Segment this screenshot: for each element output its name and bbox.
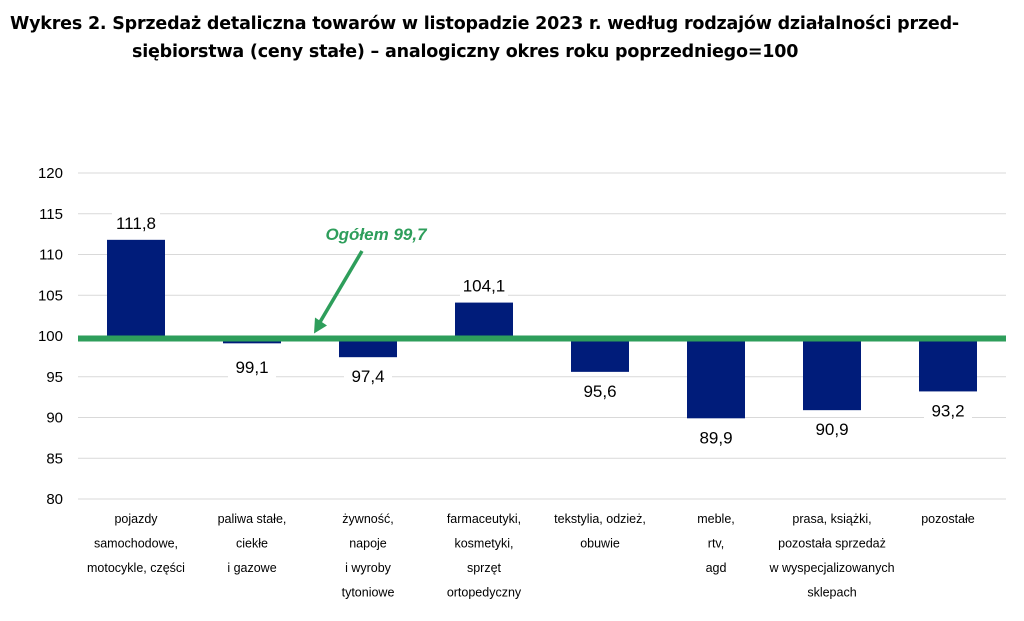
- gridlines: [78, 172, 1006, 500]
- category-label-line: pozostała sprzedaż: [778, 537, 886, 551]
- chart-title-line-2: siębiorstwa (ceny stałe) – analogiczny o…: [132, 42, 799, 62]
- data-label-background: [228, 356, 276, 378]
- y-tick-label: 105: [38, 287, 63, 304]
- category-label-line: i gazowe: [227, 561, 276, 575]
- data-label: 89,9: [699, 428, 732, 447]
- category-label-line: sprzęt: [467, 561, 502, 575]
- category-label: pozostałe: [921, 512, 975, 526]
- category-label-line: pojazdy: [114, 512, 158, 526]
- bar: [107, 239, 165, 336]
- category-label: paliwa stałe, ciekłe i gazowe: [218, 512, 287, 575]
- category-label-line: ortopedyczny: [447, 586, 522, 600]
- bar: [571, 336, 629, 372]
- bar: [803, 336, 861, 411]
- category-label: żywność, napoje i wyroby tytoniowe: [342, 512, 395, 600]
- y-axis-tick-labels: 80 85 90 95 100 105 110 115 120: [38, 165, 63, 508]
- data-labels: 111,8 99,1 97,4 104,1 95,6 89,9 90,9 93,2: [112, 211, 972, 449]
- data-label: 90,9: [815, 420, 848, 439]
- category-label-line: kosmetyki,: [454, 537, 513, 551]
- category-label-line: tekstylia, odzież,: [554, 512, 646, 526]
- reference-line-label: Ogółem 99,7: [325, 225, 428, 244]
- reference-line-group: Ogółem 99,7: [78, 225, 1006, 342]
- y-tick-label: 100: [38, 328, 63, 345]
- category-label-line: sklepach: [807, 586, 856, 600]
- data-label-background: [808, 418, 856, 441]
- data-label-background: [460, 274, 508, 297]
- category-label-line: rtv,: [708, 537, 724, 551]
- data-label-background: [112, 211, 160, 234]
- category-label-line: i wyroby: [345, 561, 392, 575]
- bar: [687, 336, 745, 419]
- y-tick-label: 80: [46, 491, 63, 508]
- data-label-background: [924, 399, 972, 422]
- category-label-line: pozostałe: [921, 512, 975, 526]
- category-label: prasa, książki, pozostała sprzedaż w wyspe…: [768, 512, 894, 600]
- y-tick-label: 95: [46, 369, 63, 386]
- reference-arrow-head: [314, 317, 327, 334]
- chart-title-line-1: Wykres 2. Sprzedaż detaliczna towarów w …: [10, 14, 959, 34]
- y-tick-label: 120: [38, 165, 63, 182]
- chart-title: Wykres 2. Sprzedaż detaliczna towarów w …: [10, 10, 1018, 66]
- y-tick-label: 85: [46, 450, 63, 467]
- data-label-background: [344, 365, 392, 388]
- category-label-line: meble,: [697, 512, 735, 526]
- bar: [455, 302, 513, 336]
- data-label: 99,1: [235, 358, 268, 377]
- category-label: farmaceutyki, kosmetyki, sprzęt ortopedyczn…: [447, 512, 522, 600]
- category-label-line: żywność,: [342, 512, 393, 526]
- data-label: 95,6: [583, 382, 616, 401]
- category-label-line: farmaceutyki,: [447, 512, 521, 526]
- data-label-background: [692, 426, 740, 449]
- category-labels: pojazdy samochodowe, motocykle, części pali…: [87, 512, 975, 600]
- category-label-line: agd: [706, 561, 727, 575]
- data-label: 97,4: [351, 367, 384, 386]
- category-label-line: tytoniowe: [342, 586, 395, 600]
- data-label: 104,1: [463, 277, 506, 296]
- category-label-line: motocykle, części: [87, 561, 185, 575]
- data-label: 93,2: [931, 401, 964, 420]
- category-label: tekstylia, odzież, obuwie: [554, 512, 646, 551]
- data-label: 111,8: [116, 214, 156, 233]
- category-label-line: w wyspecjalizowanych: [768, 561, 894, 575]
- data-label-background: [576, 379, 624, 402]
- category-label-line: obuwie: [580, 537, 620, 551]
- category-label-line: ciekłe: [236, 537, 268, 551]
- category-label-line: samochodowe,: [94, 537, 178, 551]
- category-label: meble, rtv, agd: [697, 512, 735, 575]
- y-tick-label: 110: [39, 247, 63, 264]
- category-label: pojazdy samochodowe, motocykle, części: [87, 512, 185, 575]
- category-label-line: prasa, książki,: [792, 512, 871, 526]
- y-tick-label: 115: [39, 206, 63, 223]
- category-label-line: paliwa stałe,: [218, 512, 287, 526]
- bars: [107, 239, 977, 419]
- bar: [919, 336, 977, 392]
- category-label-line: napoje: [349, 537, 387, 551]
- reference-arrow-shaft: [316, 250, 364, 327]
- y-tick-label: 90: [46, 410, 63, 427]
